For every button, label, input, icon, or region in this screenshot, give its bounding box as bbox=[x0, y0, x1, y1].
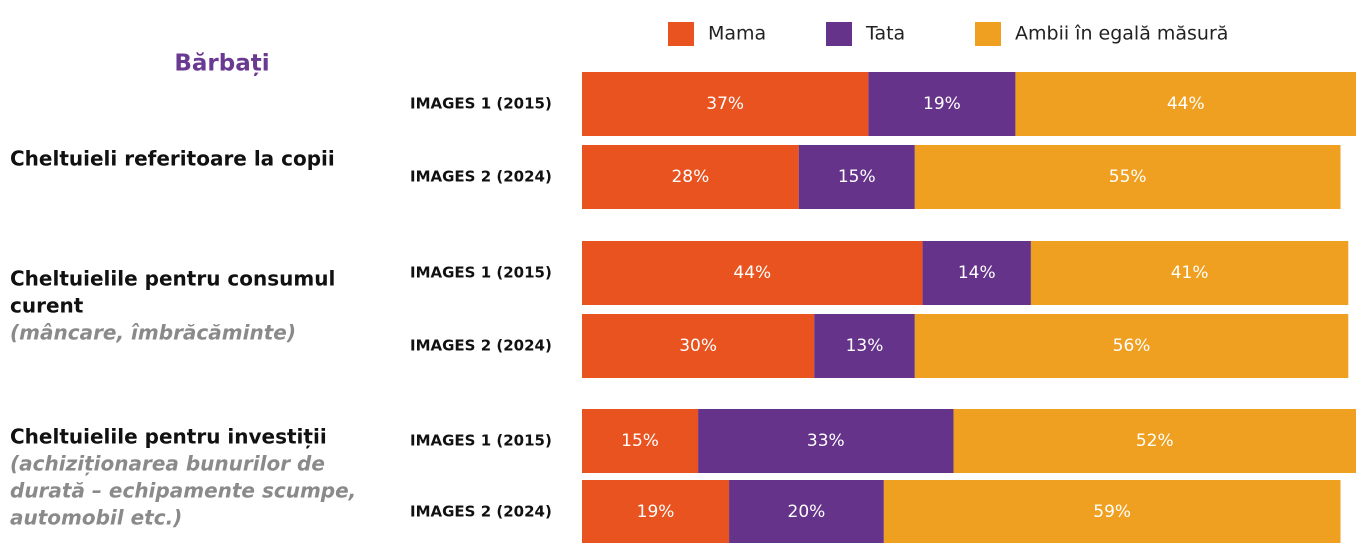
bar-segment bbox=[582, 145, 799, 209]
bar-segment bbox=[729, 480, 884, 543]
value-label: 52% bbox=[1136, 431, 1174, 451]
bar-segment bbox=[868, 72, 1016, 136]
bar-segment bbox=[582, 409, 699, 473]
value-label: 55% bbox=[1109, 167, 1147, 187]
category-label: IMAGES 1 (2015) bbox=[410, 432, 552, 450]
chart-title: Bărbați bbox=[174, 51, 269, 77]
value-label: 19% bbox=[923, 94, 961, 114]
group-label: Cheltuieli referitoare la copii bbox=[10, 147, 335, 171]
value-label: 56% bbox=[1113, 336, 1151, 356]
value-label: 15% bbox=[838, 167, 876, 187]
value-label: 44% bbox=[1167, 94, 1205, 114]
value-label: 20% bbox=[788, 502, 826, 522]
legend-label: Mama bbox=[708, 23, 766, 45]
value-label: 30% bbox=[679, 336, 717, 356]
value-label: 14% bbox=[958, 263, 996, 283]
legend-swatch bbox=[668, 22, 694, 46]
value-label: 37% bbox=[706, 94, 744, 114]
legend-swatch bbox=[975, 22, 1001, 46]
group-label: curent bbox=[10, 294, 84, 318]
group-note: durată – echipamente scumpe, bbox=[10, 479, 356, 503]
bar-segment bbox=[698, 409, 954, 473]
category-label: IMAGES 1 (2015) bbox=[410, 264, 552, 282]
category-label: IMAGES 2 (2024) bbox=[410, 503, 552, 521]
legend-swatch bbox=[826, 22, 852, 46]
bar-segment bbox=[914, 314, 1349, 378]
legend-label: Tata bbox=[865, 23, 905, 45]
group-note: (achiziționarea bunurilor de bbox=[10, 452, 325, 476]
group-label: Cheltuielile pentru consumul bbox=[10, 267, 335, 291]
category-label: IMAGES 2 (2024) bbox=[410, 337, 552, 355]
group-label: Cheltuielile pentru investiții bbox=[10, 425, 327, 449]
bar-segment bbox=[582, 480, 730, 543]
value-label: 44% bbox=[733, 263, 771, 283]
bar-segment bbox=[582, 72, 869, 136]
bar-segment bbox=[814, 314, 915, 378]
value-label: 13% bbox=[846, 336, 884, 356]
bar-segment bbox=[953, 409, 1356, 473]
bar-segment bbox=[1030, 241, 1349, 305]
value-label: 59% bbox=[1093, 502, 1131, 522]
value-label: 41% bbox=[1171, 263, 1209, 283]
bar-segment bbox=[883, 480, 1341, 543]
bar-segment bbox=[582, 314, 815, 378]
category-label: IMAGES 2 (2024) bbox=[410, 168, 552, 186]
value-label: 28% bbox=[671, 167, 709, 187]
legend-label: Ambii în egală măsură bbox=[1015, 23, 1228, 45]
value-label: 33% bbox=[807, 431, 845, 451]
bar-segment bbox=[798, 145, 915, 209]
value-label: 15% bbox=[621, 431, 659, 451]
bar-segment bbox=[914, 145, 1341, 209]
value-label: 19% bbox=[637, 502, 675, 522]
bar-segment bbox=[922, 241, 1031, 305]
group-note: automobil etc.) bbox=[10, 506, 182, 530]
category-label: IMAGES 1 (2015) bbox=[410, 95, 552, 113]
group-note: (mâncare, îmbrăcăminte) bbox=[10, 321, 296, 345]
bar-segment bbox=[1015, 72, 1356, 136]
bar-segment bbox=[582, 241, 923, 305]
